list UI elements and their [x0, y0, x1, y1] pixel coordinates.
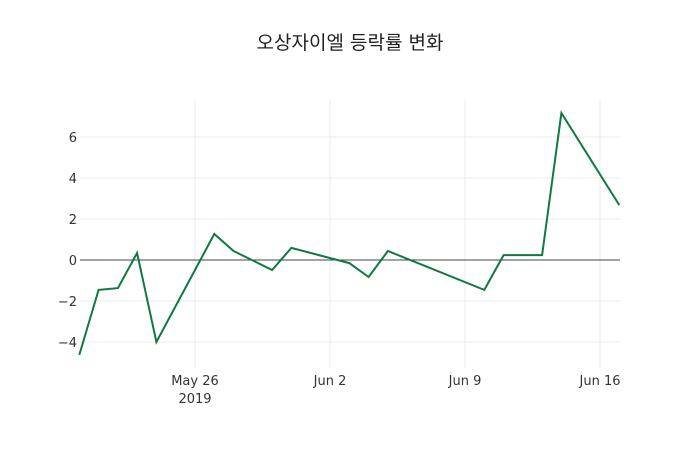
y-tick-label: 6	[69, 131, 77, 146]
x-tick-year-label: 2019	[178, 392, 211, 407]
series-line	[78, 110, 621, 356]
y-tick-label: 2	[69, 213, 77, 228]
x-tick-label: Jun 2	[313, 374, 347, 389]
y-axis-ticks: 6 4 2 0 −2 −4	[58, 131, 77, 351]
y-tick-label: −2	[58, 295, 77, 310]
chart-title: 오상자이엘 등락률 변화	[256, 32, 444, 54]
x-tick-label: Jun 16	[579, 374, 621, 389]
y-tick-label: 4	[69, 172, 77, 187]
x-axis-ticks: May 26 2019 Jun 2 Jun 9 Jun 16	[171, 374, 620, 407]
gridlines	[80, 100, 620, 368]
x-tick-label: May 26	[171, 374, 219, 389]
y-tick-label: 0	[69, 254, 77, 269]
y-tick-label: −4	[58, 336, 77, 351]
x-tick-label: Jun 9	[448, 374, 482, 389]
